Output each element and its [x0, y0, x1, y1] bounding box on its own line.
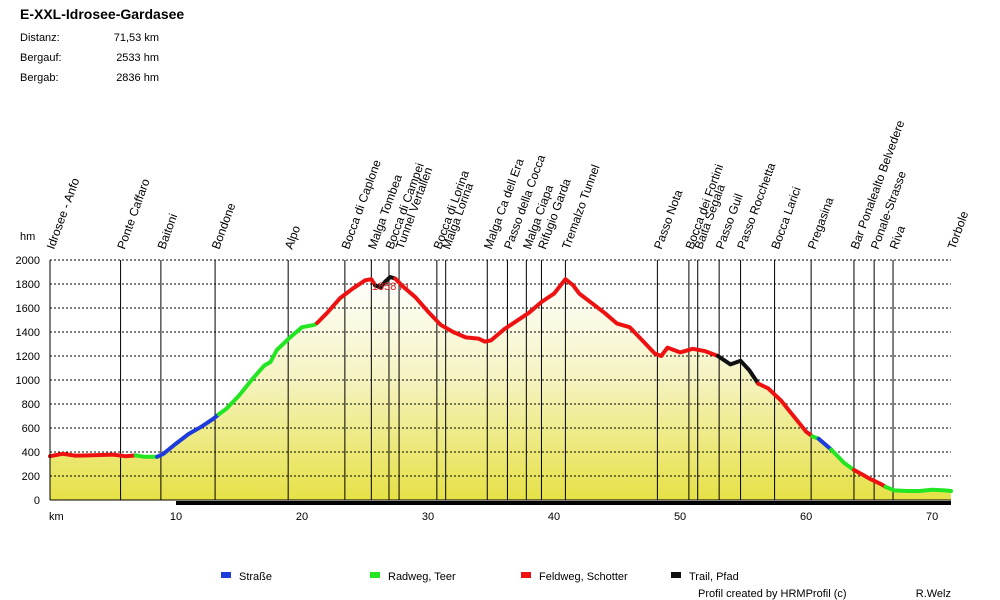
profile-segment	[852, 468, 888, 489]
legend-swatch	[671, 572, 681, 578]
legend-label: Radweg, Teer	[388, 571, 456, 583]
profile-segment	[756, 381, 815, 439]
waypoint-label: Bondone	[209, 201, 239, 251]
profile-segment	[155, 412, 221, 459]
waypoint-label: Baitoni	[155, 212, 181, 251]
legend-label: Feldweg, Schotter	[539, 571, 628, 583]
waypoint-label: Pregasina	[805, 195, 837, 251]
chart-title: E-XXL-Idrosee-Gardasee	[20, 6, 184, 22]
footer-author: R.Welz	[916, 588, 951, 600]
x-tick-10: 10	[170, 511, 182, 523]
y-tick-400: 400	[22, 447, 40, 459]
y-tick-1400: 1400	[16, 327, 40, 339]
profile-segment	[715, 354, 761, 386]
y-tick-800: 800	[22, 399, 40, 411]
stat-descent-value: 2836 hm	[116, 72, 159, 84]
stat-distance-label: Distanz:	[20, 32, 60, 44]
waypoint-label: Ponte Caffaro	[114, 177, 153, 251]
waypoint-lines	[120, 260, 894, 500]
legend: Straße Radweg, Teer Feldweg, Schotter Trail…	[221, 571, 739, 583]
profile-segment	[48, 451, 138, 459]
legend-label: Trail, Pfad	[689, 571, 739, 583]
stats-block: Distanz: 71,53 km Bergauf: 2533 hm Berga…	[20, 32, 159, 84]
waypoint-label: Idrosee - Anfo	[44, 176, 83, 251]
max-elevation-label: 1858 m	[372, 281, 409, 293]
x-axis-label: km	[49, 511, 64, 523]
legend-swatch	[221, 572, 231, 578]
x-tick-60: 60	[800, 511, 812, 523]
y-tick-2000: 2000	[16, 255, 40, 267]
y-tick-200: 200	[22, 471, 40, 483]
waypoint-label: Passo Nota	[651, 188, 685, 251]
profile-segment	[373, 275, 398, 290]
y-tick-1600: 1600	[16, 303, 40, 315]
y-axis-label: hm	[20, 231, 35, 243]
x-tick-30: 30	[422, 511, 434, 523]
x-tick-20: 20	[296, 511, 308, 523]
elevation-area-fill	[50, 277, 951, 500]
legend-label: Straße	[239, 571, 272, 583]
x-tick-50: 50	[674, 511, 686, 523]
profile-line	[48, 275, 953, 493]
stat-ascent-value: 2533 hm	[116, 52, 159, 64]
stat-distance-value: 71,53 km	[114, 32, 159, 44]
waypoint-label: Tremalzo Tunnel	[559, 163, 603, 251]
y-tick-labels: 0 200 400 600 800 1000 1200 1400 1600 1800 2000	[16, 255, 40, 507]
x-tick-40: 40	[548, 511, 560, 523]
profile-segment	[133, 453, 160, 459]
legend-swatch	[521, 572, 531, 578]
y-tick-600: 600	[22, 423, 40, 435]
profile-segment	[829, 447, 856, 472]
profile-segment	[216, 321, 320, 417]
axes	[49, 260, 952, 505]
y-tick-1200: 1200	[16, 351, 40, 363]
x-tick-labels: 10 20 30 40 50 60 70	[170, 511, 938, 523]
profile-segment	[883, 484, 953, 493]
waypoint-label: Bocca Larici	[768, 185, 804, 251]
footer-credit: Profil created by HRMProfil (c)	[698, 588, 847, 600]
profile-segment	[393, 276, 720, 358]
y-tick-0: 0	[34, 495, 40, 507]
waypoint-labels: Idrosee - Anfo Ponte Caffaro Baitoni Bondon…	[44, 118, 972, 251]
profile-segment	[816, 436, 834, 452]
y-tick-1800: 1800	[16, 279, 40, 291]
stat-ascent-label: Bergauf:	[20, 52, 62, 64]
waypoint-label: Torbole	[945, 209, 972, 251]
waypoint-label: Alpo	[282, 223, 303, 251]
waypoint-label: Riva	[887, 223, 908, 251]
y-tick-1000: 1000	[16, 375, 40, 387]
stat-descent-label: Bergab:	[20, 72, 59, 84]
legend-swatch	[370, 572, 380, 578]
profile-segment	[315, 277, 378, 325]
x-axis-scale-bar	[176, 501, 952, 505]
x-tick-70: 70	[926, 511, 938, 523]
